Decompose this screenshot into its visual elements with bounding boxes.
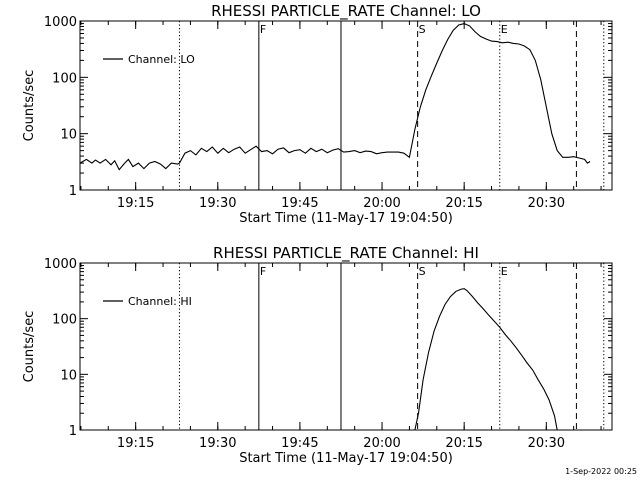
chart-title: RHESSI PARTICLE_RATE Channel: LO — [211, 2, 481, 21]
footer-timestamp: 1-Sep-2022 00:25 — [565, 467, 637, 476]
y-tick-label: 100 — [52, 71, 77, 86]
y-tick-label: 10 — [60, 368, 77, 383]
legend-label: Channel: HI — [128, 295, 192, 308]
data-series-line — [79, 23, 591, 171]
x-tick-label: 19:30 — [199, 436, 236, 451]
event-marker-label: S — [419, 265, 426, 278]
y-tick-label: 1000 — [44, 257, 77, 272]
plot-frame — [79, 262, 613, 431]
chart-panel-1: RHESSI PARTICLE_RATE Channel: HI Start Ti… — [22, 244, 613, 466]
x-axis-label: Start Time (11-May-17 19:04:50) — [239, 211, 453, 226]
x-tick-label: 20:30 — [528, 436, 565, 451]
y-tick-label: 1 — [69, 184, 77, 199]
y-axis-label: Counts/sec — [22, 70, 37, 142]
x-tick-label: 20:00 — [363, 436, 400, 451]
event-marker-label: F — [260, 265, 266, 278]
y-tick-label: 10 — [60, 128, 77, 143]
x-tick-label: 20:15 — [445, 436, 482, 451]
chart-title: RHESSI PARTICLE_RATE Channel: HI — [213, 244, 479, 263]
y-tick-label: 1 — [69, 424, 77, 439]
event-marker-label: S — [419, 23, 426, 36]
legend-label: Channel: LO — [128, 53, 195, 66]
chart-panel-0: RHESSI PARTICLE_RATE Channel: LO Start Ti… — [22, 2, 613, 226]
x-tick-label: 19:15 — [117, 436, 154, 451]
x-tick-label: 19:45 — [281, 436, 318, 451]
plot-frame — [79, 20, 613, 191]
y-tick-label: 1000 — [44, 15, 77, 30]
x-tick-label: 20:30 — [528, 196, 565, 211]
data-series-line — [414, 288, 558, 431]
event-marker-label: E — [501, 23, 508, 36]
x-tick-label: 19:30 — [199, 196, 236, 211]
event-marker-label: F — [260, 23, 266, 36]
x-tick-label: 19:15 — [117, 196, 154, 211]
y-tick-label: 100 — [52, 313, 77, 328]
x-tick-label: 20:15 — [445, 196, 482, 211]
x-axis-label: Start Time (11-May-17 19:04:50) — [239, 451, 453, 466]
x-tick-label: 20:00 — [363, 196, 400, 211]
event-marker-label: E — [501, 265, 508, 278]
y-axis-label: Counts/sec — [22, 311, 37, 383]
x-tick-label: 19:45 — [281, 196, 318, 211]
